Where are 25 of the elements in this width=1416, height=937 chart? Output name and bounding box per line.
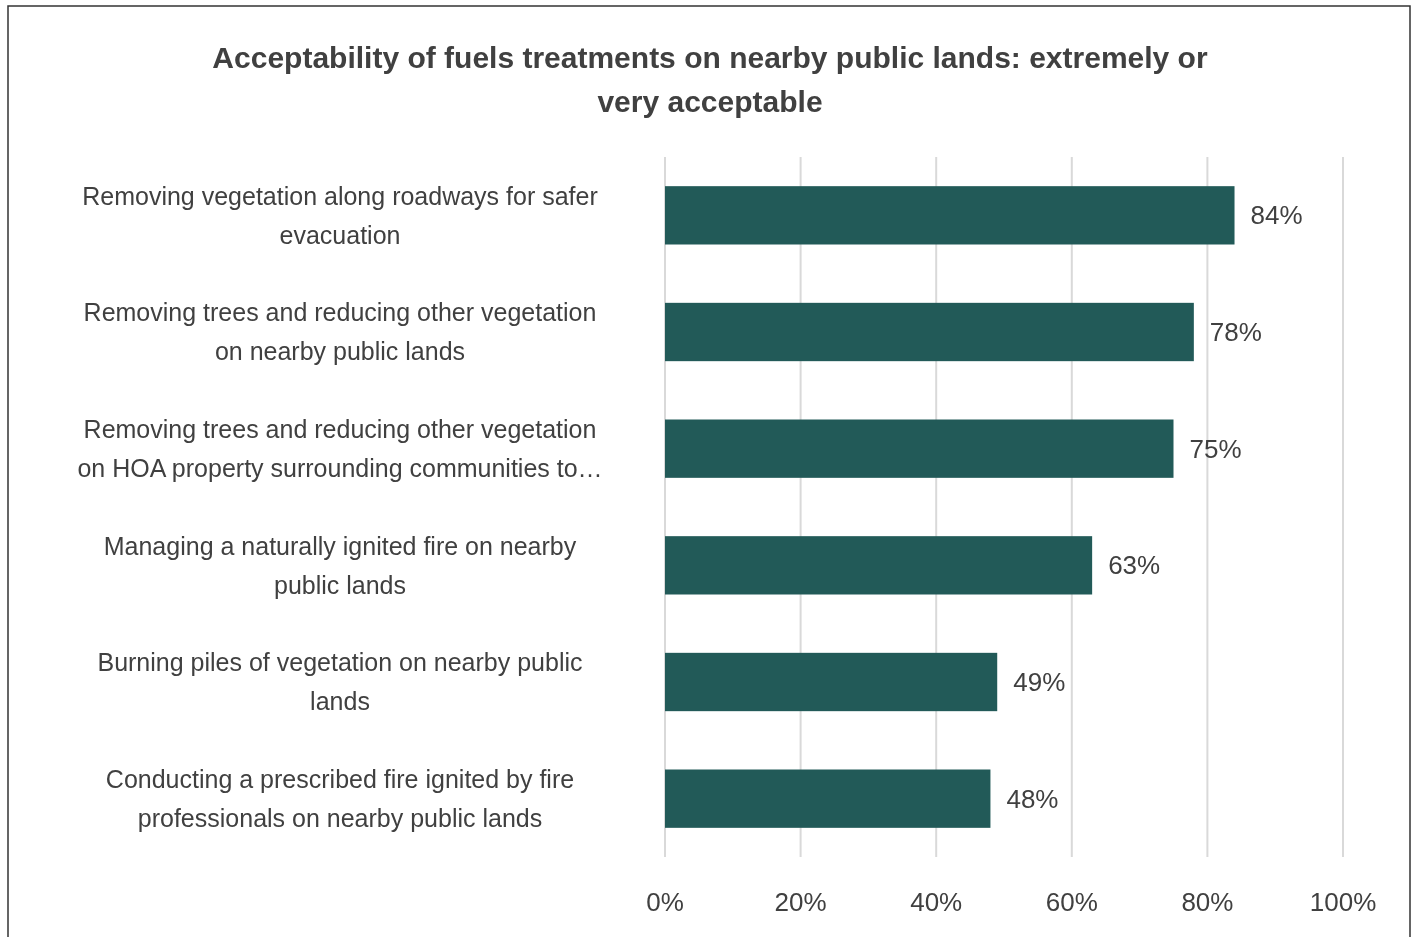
data-label: 49% [1013, 667, 1066, 698]
bar [665, 769, 991, 828]
x-tick-label: 80% [1181, 887, 1234, 918]
bar [665, 302, 1194, 362]
data-label: 84% [1250, 200, 1303, 231]
chart-title: Acceptability of fuels treatments on nearby public lands: extremely or very acceptable [212, 41, 1208, 118]
x-tick-label: 60% [1045, 887, 1098, 918]
x-tick-label: 0% [646, 887, 684, 918]
x-tick-label: 40% [910, 887, 963, 918]
data-label: 78% [1209, 317, 1262, 348]
x-tick-label: 20% [774, 887, 827, 918]
y-tick-label: Managing a naturally ignited fire on nearby public lands [103, 531, 577, 599]
data-label: 48% [1006, 783, 1059, 814]
x-tick-label: 100% [1309, 887, 1377, 918]
y-tick-label: Burning piles of vegetation on nearby public lands [97, 648, 583, 716]
y-tick-label: Removing vegetation along roadways for safer evacuation [82, 181, 598, 249]
bar [665, 536, 1093, 595]
y-tick-label: Removing trees and reducing other vegetation on nearby public lands [83, 298, 597, 366]
bar [665, 652, 998, 712]
y-tick-label: Conducting a prescribed fire ignited by fire professionals on nearby public lands [105, 764, 575, 832]
data-label: 63% [1108, 550, 1161, 581]
data-label: 75% [1189, 433, 1242, 464]
bar [665, 419, 1174, 478]
bar [665, 186, 1235, 245]
y-tick-label: Removing trees and reducing other vegetation on HOA property surrounding communities to… [77, 414, 603, 482]
